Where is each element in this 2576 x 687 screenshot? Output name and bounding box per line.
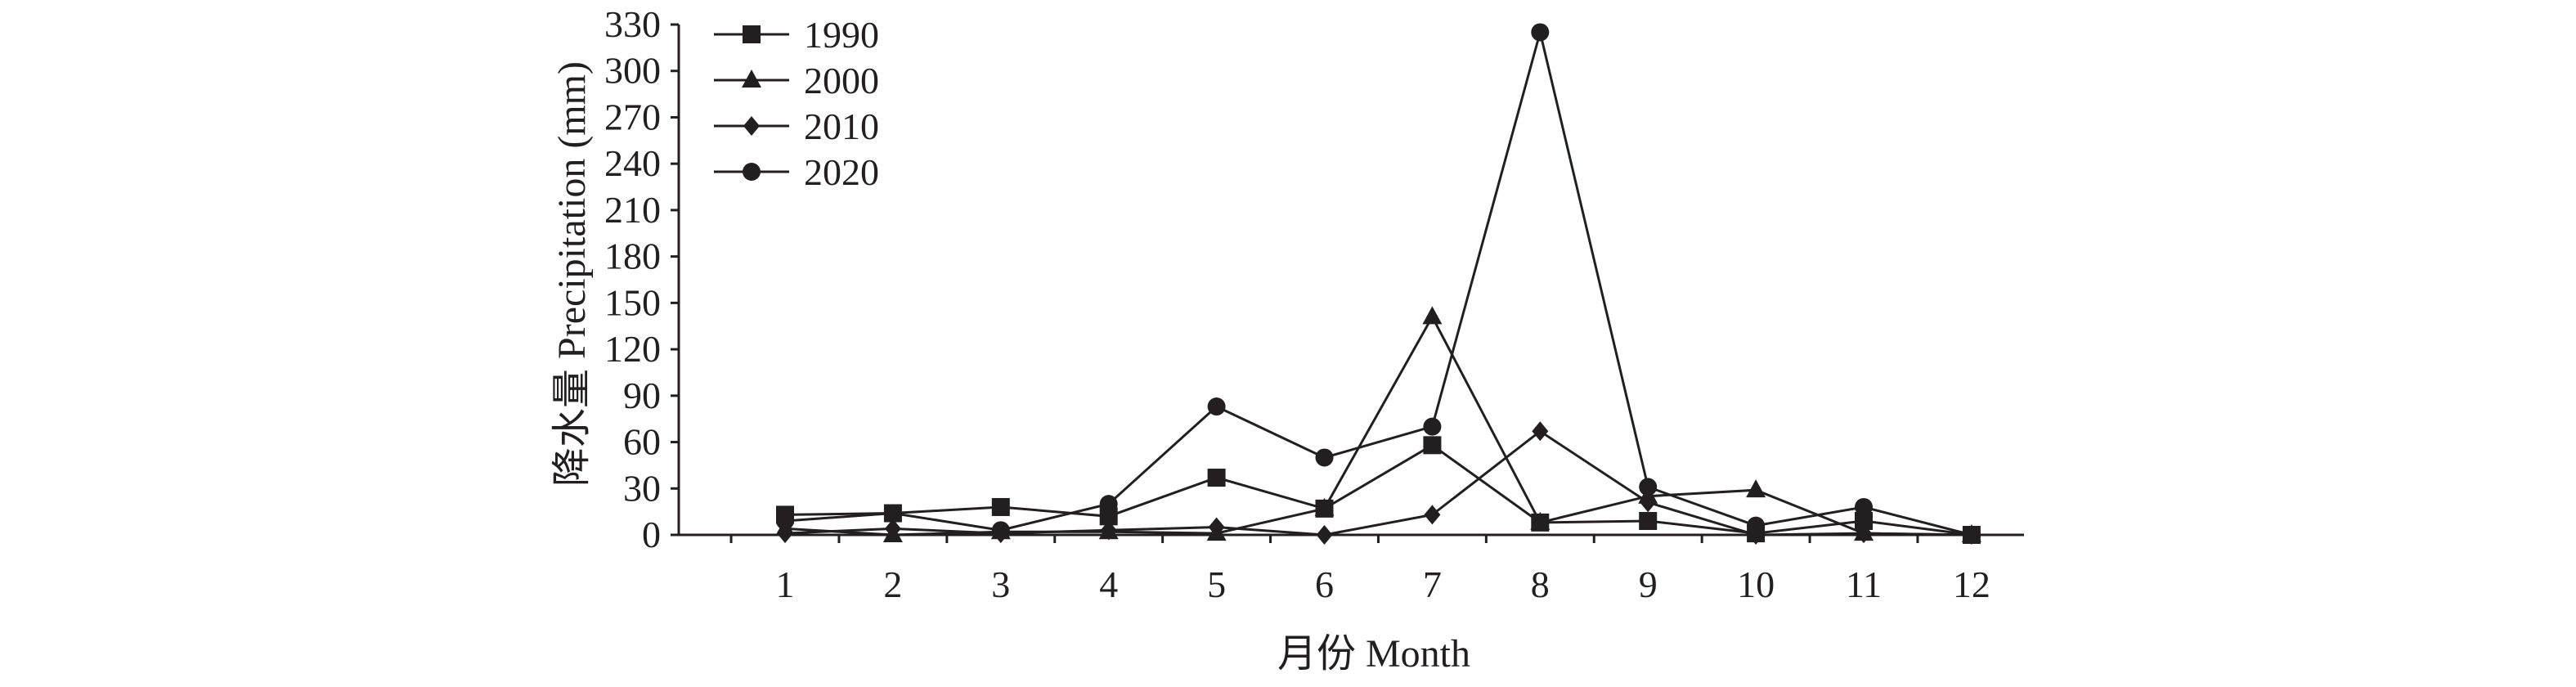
x-tick-label: 7 [1423, 564, 1442, 605]
data-point-2000 [1314, 497, 1335, 516]
data-point-2000 [1746, 479, 1766, 498]
data-point-2020 [1423, 417, 1442, 436]
data-point-2000 [1422, 306, 1443, 325]
data-point-2010 [1532, 421, 1549, 442]
series-line-2000 [784, 314, 1972, 537]
legend-label: 2000 [804, 60, 879, 101]
legend-marker-2000 [742, 70, 761, 88]
y-tick-label: 270 [604, 96, 661, 137]
data-point-2010 [1856, 523, 1872, 544]
y-tick-label: 90 [623, 375, 661, 416]
series-lines [784, 32, 1972, 537]
y-axis-title: 降水量 Precipitation (mm) [550, 61, 594, 487]
legend-label: 2010 [804, 106, 879, 147]
data-point-2020 [991, 521, 1010, 540]
y-tick-label: 0 [642, 514, 661, 555]
series-line-2020 [784, 32, 1972, 537]
x-tick-label: 2 [883, 564, 902, 605]
data-point-2000 [1530, 511, 1551, 530]
x-tick-label: 9 [1639, 564, 1658, 605]
series-line-1990 [784, 443, 1972, 537]
data-point-1990 [1423, 436, 1442, 455]
data-point-2010 [1100, 520, 1117, 541]
data-point-2020 [1531, 23, 1550, 42]
series-markers [775, 23, 1981, 545]
y-tick-label: 330 [604, 3, 661, 45]
data-point-2020 [1747, 516, 1766, 535]
data-point-1990 [1207, 469, 1226, 487]
axes [677, 25, 2024, 537]
y-tick-label: 60 [623, 421, 661, 463]
y-tick-label: 210 [604, 189, 661, 231]
data-point-2010 [1316, 525, 1333, 545]
data-point-2020 [776, 511, 794, 530]
x-tick-label: 8 [1531, 564, 1550, 605]
y-tick-label: 180 [604, 236, 661, 277]
data-point-2020 [1962, 526, 1981, 544]
legend-marker-2020 [743, 163, 761, 181]
data-point-2020 [1207, 397, 1226, 416]
data-point-2010 [884, 519, 901, 539]
data-point-1990 [1639, 511, 1658, 530]
x-tick-label: 10 [1737, 564, 1775, 605]
legend-item-2000: 2000 [714, 60, 879, 101]
data-point-2020 [1855, 497, 1873, 516]
x-tick-label: 6 [1315, 564, 1334, 605]
legend-item-2020: 2020 [714, 151, 879, 193]
y-tick-label: 240 [604, 142, 661, 184]
x-tick-label: 5 [1207, 564, 1226, 605]
data-point-2020 [1099, 495, 1118, 514]
y-tick-label: 30 [623, 467, 661, 509]
x-tick-label: 3 [991, 564, 1010, 605]
legend-label: 2020 [804, 151, 879, 193]
data-point-2010 [1208, 517, 1225, 537]
y-tick-label: 120 [604, 328, 661, 370]
x-axis-title: 月份 Month [1277, 632, 1470, 676]
x-tick-label: 4 [1099, 564, 1118, 605]
legend-marker-1990 [743, 25, 761, 43]
data-point-2010 [1640, 492, 1657, 513]
data-point-2020 [1639, 478, 1658, 496]
legend-item-1990: 1990 [714, 14, 879, 56]
y-tick-label: 300 [604, 50, 661, 92]
data-point-2010 [1424, 505, 1441, 525]
data-point-2020 [1315, 448, 1334, 467]
data-point-1990 [1099, 507, 1118, 526]
legend-marker-2010 [743, 116, 760, 136]
x-tick-label: 12 [1953, 564, 1990, 605]
y-tick-label: 150 [604, 281, 661, 323]
legend-label: 1990 [804, 14, 879, 56]
data-point-1990 [1855, 511, 1873, 530]
x-tick-label: 11 [1846, 564, 1882, 605]
legend-item-2010: 2010 [714, 106, 879, 147]
x-tick-label: 1 [776, 564, 795, 605]
data-point-2020 [883, 504, 902, 523]
data-point-1990 [991, 497, 1010, 516]
